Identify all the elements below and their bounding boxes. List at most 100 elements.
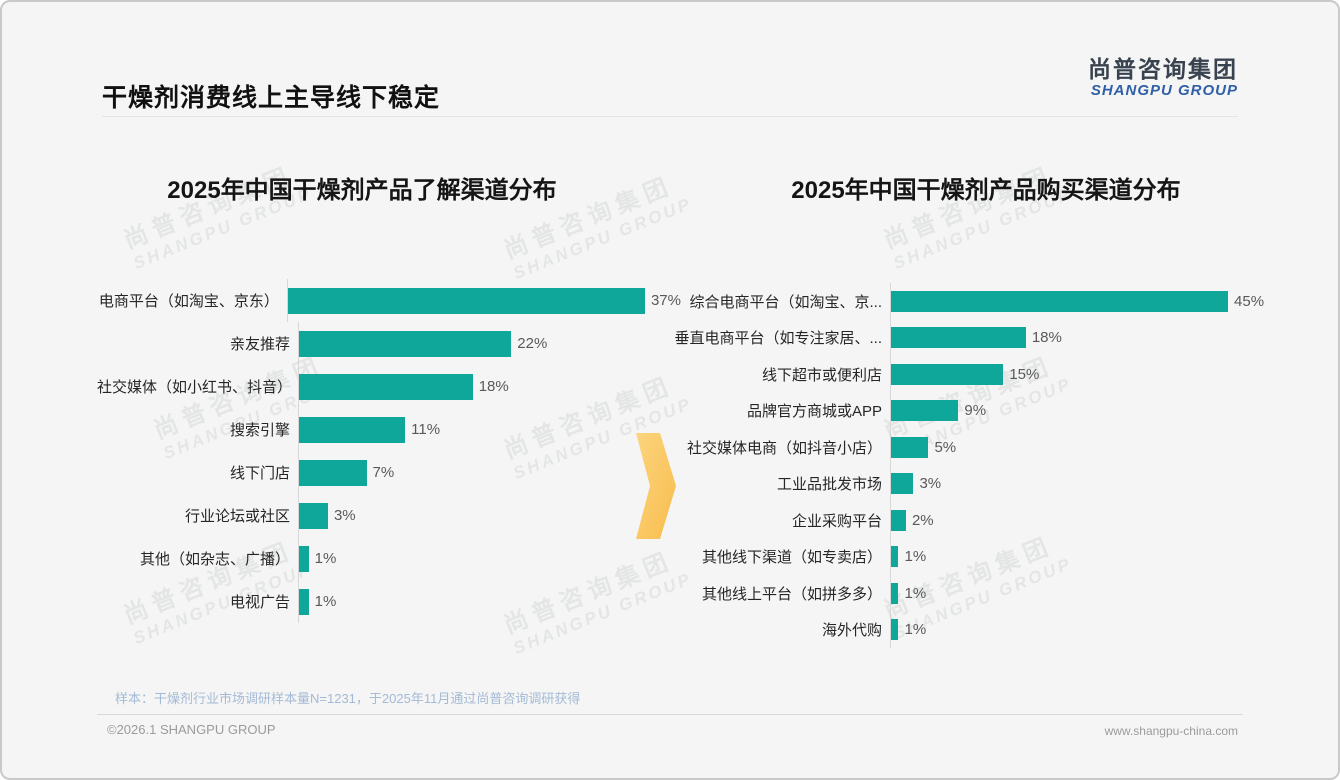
chart-row: 线下门店 7% xyxy=(97,451,681,494)
chart-row: 工业品批发市场 3% xyxy=(657,465,1317,502)
plot-area: 5% xyxy=(890,429,1317,466)
plot-area: 1% xyxy=(890,575,1317,612)
bar xyxy=(891,619,899,641)
purchase-channel-bar-chart: 综合电商平台（如淘宝、京... 45% 垂直电商平台（如专注家居、... 18% 线下超… xyxy=(657,283,1317,648)
category-label: 综合电商平台（如淘宝、京... xyxy=(689,293,882,311)
bar xyxy=(891,582,899,604)
chart-row: 其他线下渠道（如专卖店） 1% xyxy=(657,538,1317,575)
sample-footnote: 样本：干燥剂行业市场调研样本量N=1231，于2025年11月通过尚普咨询调研获… xyxy=(115,691,581,706)
value-label: 2% xyxy=(911,511,934,529)
bar xyxy=(891,509,906,531)
plot-area: 1% xyxy=(890,611,1317,648)
plot-area: 2% xyxy=(890,502,1317,539)
logo-en-text: SHANGPU GROUP xyxy=(1090,82,1238,100)
value-label: 1% xyxy=(314,593,337,610)
footer-copyright: ©2026.1 SHANGPU GROUP xyxy=(107,722,276,737)
chart-row: 线下超市或便利店 15% xyxy=(657,356,1317,393)
chart-row: 垂直电商平台（如专注家居、... 18% xyxy=(657,319,1317,356)
category-label: 电视广告 xyxy=(229,594,290,611)
page-title: 干燥剂消费线上主导线下稳定 xyxy=(102,84,441,112)
plot-area: 45% xyxy=(890,283,1317,320)
plot-area: 18% xyxy=(298,365,681,408)
chart-row: 电商平台（如淘宝、京东） 37% xyxy=(97,279,681,322)
bar xyxy=(287,287,645,314)
chart-row: 电视广告 1% xyxy=(97,580,681,623)
category-label: 其他线上平台（如拼多多） xyxy=(701,585,882,603)
bar xyxy=(891,290,1229,312)
left-chart-title: 2025年中国干燥剂产品了解渠道分布 xyxy=(167,177,557,204)
right-chart-title: 2025年中国干燥剂产品购买渠道分布 xyxy=(791,177,1181,204)
value-label: 9% xyxy=(964,402,987,420)
value-label: 5% xyxy=(934,438,957,456)
chart-row: 品牌官方商城或APP 9% xyxy=(657,392,1317,429)
plot-area: 3% xyxy=(298,494,681,537)
bar xyxy=(299,588,309,615)
bar xyxy=(891,473,914,495)
plot-area: 9% xyxy=(890,392,1317,429)
plot-area: 11% xyxy=(298,408,681,451)
plot-area: 18% xyxy=(890,319,1317,356)
category-label: 行业论坛或社区 xyxy=(184,508,290,525)
value-label: 15% xyxy=(1009,365,1040,383)
chart-row: 亲友推荐 22% xyxy=(97,322,681,365)
bar xyxy=(891,400,959,422)
chart-row: 企业采购平台 2% xyxy=(657,502,1317,539)
category-label: 电商平台（如淘宝、京东） xyxy=(98,293,279,310)
value-label: 1% xyxy=(904,621,927,639)
plot-area: 7% xyxy=(298,451,681,494)
category-label: 其他（如杂志、广播） xyxy=(139,551,290,568)
chart-row: 行业论坛或社区 3% xyxy=(97,494,681,537)
chart-row: 社交媒体电商（如抖音小店） 5% xyxy=(657,429,1317,466)
bar xyxy=(891,546,899,568)
bar xyxy=(299,502,328,529)
footer-website: www.shangpu-china.com xyxy=(1104,724,1238,738)
category-label: 社交媒体（如小红书、抖音） xyxy=(97,379,293,396)
category-label: 线下门店 xyxy=(229,465,290,482)
plot-area: 1% xyxy=(890,538,1317,575)
title-divider xyxy=(102,116,1238,117)
value-label: 18% xyxy=(478,378,509,395)
bar xyxy=(891,327,1026,349)
value-label: 45% xyxy=(1234,292,1265,310)
value-label: 1% xyxy=(904,584,927,602)
value-label: 1% xyxy=(904,548,927,566)
bar xyxy=(299,330,512,357)
plot-area: 22% xyxy=(298,322,681,365)
category-label: 海外代购 xyxy=(821,622,882,640)
bar xyxy=(299,373,473,400)
plot-area: 1% xyxy=(298,537,681,580)
category-label: 品牌官方商城或APP xyxy=(746,403,882,421)
value-label: 3% xyxy=(333,507,356,524)
category-label: 社交媒体电商（如抖音小店） xyxy=(686,439,882,457)
chart-row: 综合电商平台（如淘宝、京... 45% xyxy=(657,283,1317,320)
value-label: 7% xyxy=(372,464,395,481)
chart-row: 其他（如杂志、广播） 1% xyxy=(97,537,681,580)
bar xyxy=(891,436,929,458)
plot-area: 3% xyxy=(890,465,1317,502)
chart-row: 社交媒体（如小红书、抖音） 18% xyxy=(97,365,681,408)
bar xyxy=(299,545,309,572)
value-label: 22% xyxy=(517,335,548,352)
category-label: 企业采购平台 xyxy=(791,512,882,530)
transition-arrow-icon xyxy=(630,433,676,544)
chart-row: 其他线上平台（如拼多多） 1% xyxy=(657,575,1317,612)
value-label: 11% xyxy=(411,421,441,438)
plot-area: 37% xyxy=(286,279,681,322)
value-label: 1% xyxy=(314,550,337,567)
plot-area: 15% xyxy=(890,356,1317,393)
value-label: 18% xyxy=(1031,329,1062,347)
plot-area: 1% xyxy=(298,580,681,623)
bar xyxy=(299,416,406,443)
chart-row: 海外代购 1% xyxy=(657,611,1317,648)
category-label: 工业品批发市场 xyxy=(776,476,882,494)
chart-row: 搜索引擎 11% xyxy=(97,408,681,451)
company-logo: 尚普咨询集团 SHANGPU GROUP xyxy=(1088,56,1238,100)
category-label: 线下超市或便利店 xyxy=(761,366,882,384)
category-label: 其他线下渠道（如专卖店） xyxy=(701,549,882,567)
bar xyxy=(891,363,1004,385)
awareness-channel-bar-chart: 电商平台（如淘宝、京东） 37% 亲友推荐 22% 社交媒体（如小红书、抖音） 18% 搜索… xyxy=(97,279,681,623)
footer-divider xyxy=(97,714,1243,715)
category-label: 亲友推荐 xyxy=(229,336,290,353)
logo-cn-text: 尚普咨询集团 xyxy=(1088,56,1238,82)
